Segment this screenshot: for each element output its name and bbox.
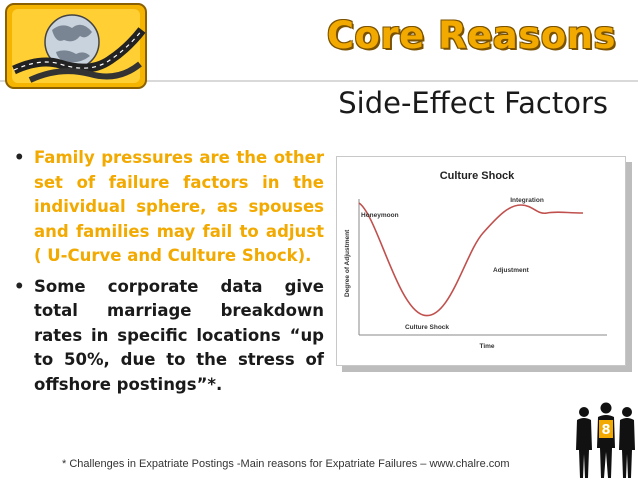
adjustment-curve [358, 202, 584, 317]
bullet-text: Family pressures are the other set of fa… [34, 148, 324, 265]
slide-subtitle: Side-Effect Factors [338, 86, 608, 120]
businessmen-silhouette-icon: 8 [576, 402, 635, 478]
culture-shock-figure: Culture Shock Degree of Adjustment Time … [336, 156, 626, 366]
bullet-item-family-pressures: • Family pressures are the other set of … [14, 146, 324, 269]
title-divider [0, 80, 638, 82]
bullet-item-corporate-data: • Some corporate data give total marriag… [14, 275, 324, 398]
bullet-dot: • [14, 148, 25, 167]
annotation-culture-shock: Culture Shock [405, 324, 449, 331]
footnote: * Challenges in Expatriate Postings -Mai… [62, 458, 510, 470]
chart-title: Culture Shock [440, 170, 515, 182]
y-axis-label: Degree of Adjustment [344, 229, 351, 297]
x-axis-label: Time [479, 343, 494, 350]
bullet-list: • Family pressures are the other set of … [14, 146, 324, 403]
annotation-adjustment: Adjustment [493, 267, 530, 274]
culture-shock-chart: Culture Shock Degree of Adjustment Time … [344, 170, 607, 350]
annotation-integration: Integration [510, 197, 544, 204]
page-number: 8 [601, 423, 610, 438]
globe-road-icon [5, 3, 147, 89]
bullet-text: Some corporate data give total marriage … [34, 276, 324, 394]
bullet-dot: • [14, 276, 25, 296]
slide-title: Core Reasons [326, 14, 616, 57]
annotation-honeymoon: Honeymoon [361, 212, 399, 219]
